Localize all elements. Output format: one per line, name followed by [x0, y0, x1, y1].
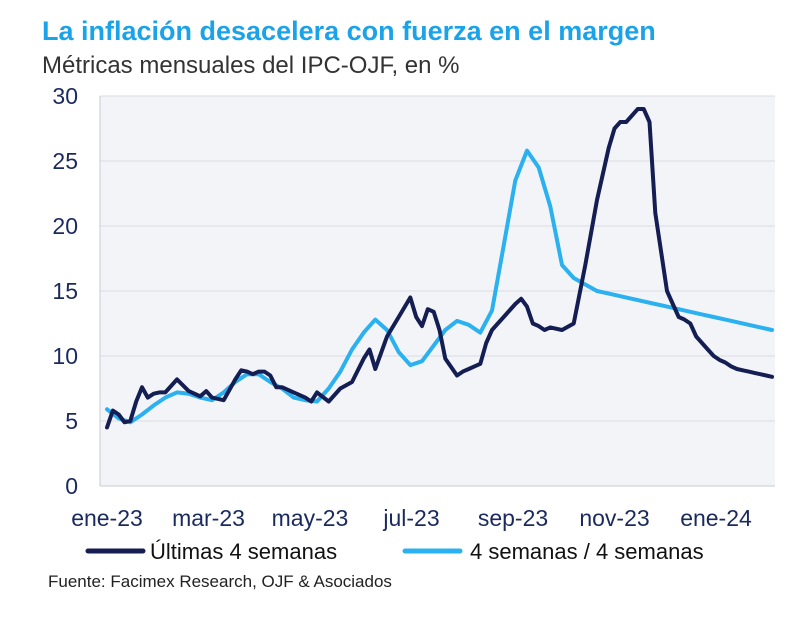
series-lines: [105, 107, 774, 430]
legend: Últimas 4 semanas 4 semanas / 4 semanas: [85, 539, 704, 564]
y-tick-label: 5: [65, 408, 78, 434]
x-tick-label: ene-24: [680, 505, 752, 531]
chart-title: La inflación desacelera con fuerza en el…: [42, 16, 656, 46]
x-tick-label: jul-23: [382, 505, 439, 531]
y-tick-label: 0: [65, 473, 78, 499]
x-tick-label: sep-23: [478, 505, 548, 531]
legend-label-4-semanas-4-semanas: 4 semanas / 4 semanas: [470, 539, 704, 564]
source-note: Fuente: Facimex Research, OJF & Asociado…: [48, 572, 392, 591]
y-axis-ticks: 0 5 10 15 20 25 30: [52, 83, 78, 499]
y-tick-label: 15: [52, 278, 78, 304]
y-tick-label: 20: [52, 213, 78, 239]
x-tick-label: mar-23: [172, 505, 245, 531]
x-tick-label: ene-23: [71, 505, 143, 531]
series-line-ultimas-4-semanas: [105, 107, 774, 430]
gridlines: [100, 95, 775, 422]
x-tick-label: nov-23: [579, 505, 649, 531]
chart-subtitle: Métricas mensuales del IPC-OJF, en %: [42, 52, 460, 79]
y-tick-label: 10: [52, 343, 78, 369]
y-tick-label: 25: [52, 148, 78, 174]
legend-label-ultimas-4-semanas: Últimas 4 semanas: [150, 539, 337, 564]
x-axis-ticks: ene-23 mar-23 may-23 jul-23 sep-23 nov-23 ene-…: [71, 505, 752, 531]
x-tick-label: may-23: [272, 505, 349, 531]
y-tick-label: 30: [52, 83, 78, 109]
